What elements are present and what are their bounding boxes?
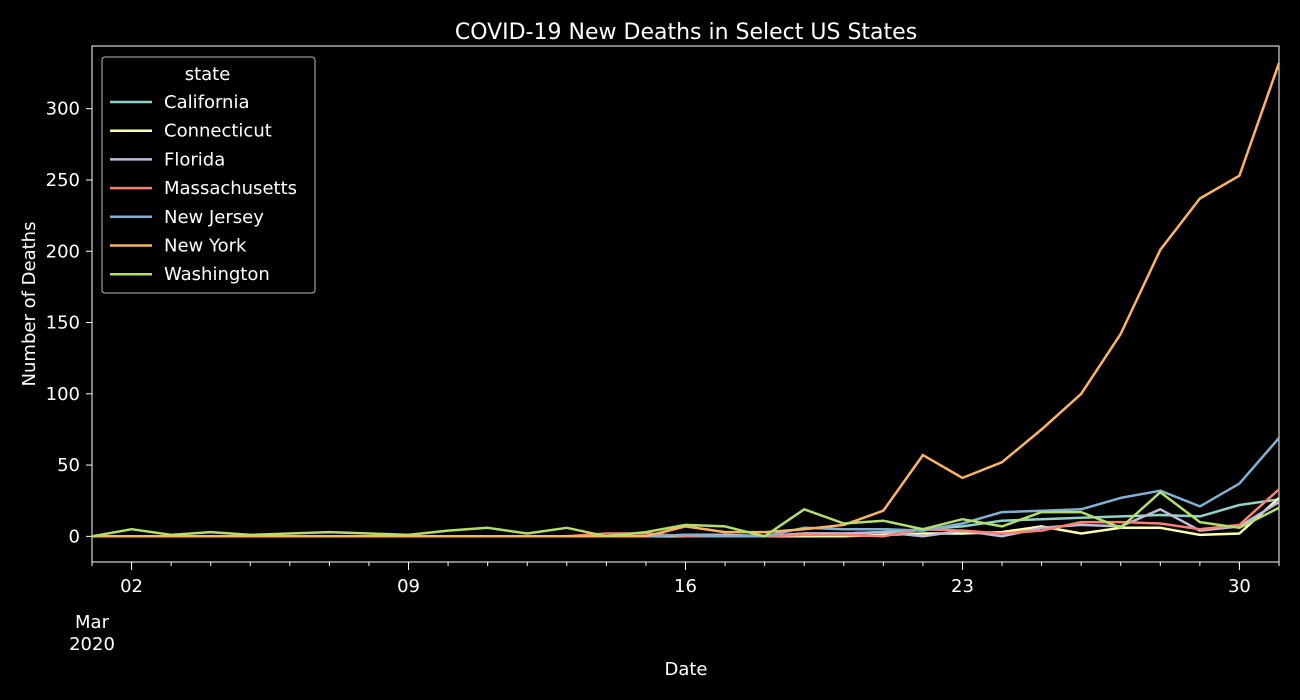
y-tick-label: 300: [46, 99, 80, 120]
chart-title: COVID-19 New Deaths in Select US States: [455, 20, 917, 45]
legend-title: state: [185, 64, 231, 85]
y-tick-label: 200: [46, 241, 80, 262]
y-tick-label: 0: [69, 526, 80, 547]
x-month-label: Mar: [75, 612, 110, 633]
y-tick-label: 50: [57, 455, 80, 476]
legend-box: [101, 56, 316, 294]
legend-label: Massachusetts: [164, 178, 297, 199]
x-tick-label: 30: [1228, 576, 1251, 597]
legend-label: Washington: [164, 264, 270, 285]
x-tick-label: 23: [951, 576, 974, 597]
legend-label: California: [164, 92, 249, 113]
legend-label: Florida: [164, 149, 225, 170]
x-year-label: 2020: [69, 634, 115, 655]
y-tick-label: 100: [46, 384, 80, 405]
x-tick-label: 09: [397, 576, 420, 597]
series-line-new-york: [92, 62, 1281, 538]
y-tick-label: 250: [46, 170, 80, 191]
legend-label: New York: [164, 236, 247, 257]
y-axis-label: Number of Deaths: [19, 222, 40, 387]
x-tick-label: 16: [674, 576, 697, 597]
legend-label: New Jersey: [164, 207, 264, 228]
x-axis-label: Date: [664, 659, 707, 680]
series-line-washington: [91, 490, 1280, 538]
x-tick-label: 02: [120, 576, 143, 597]
legend-label: Connecticut: [164, 121, 272, 142]
y-tick-label: 150: [46, 313, 80, 334]
